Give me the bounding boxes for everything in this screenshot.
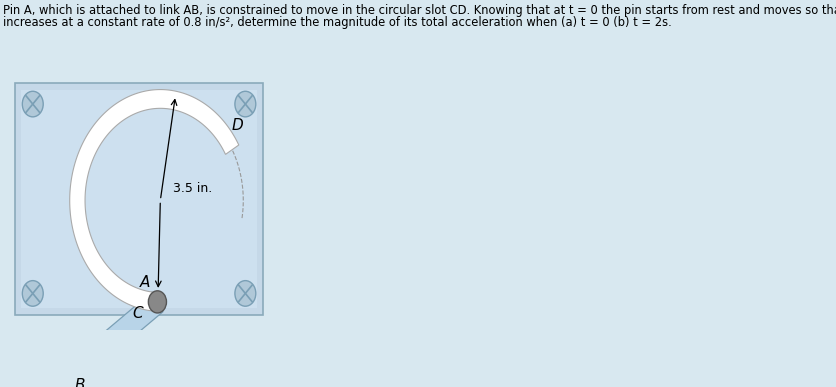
Text: A: A bbox=[140, 274, 150, 289]
Text: D: D bbox=[231, 118, 242, 133]
Text: increases at a constant rate of 0.8 in/s², determine the magnitude of its total : increases at a constant rate of 0.8 in/s… bbox=[3, 16, 671, 29]
Circle shape bbox=[235, 91, 256, 117]
Bar bbox=[21, 89, 257, 308]
Text: Pin A, which is attached to link AB, is constrained to move in the circular slot: Pin A, which is attached to link AB, is … bbox=[3, 4, 836, 17]
Text: 3.5 in.: 3.5 in. bbox=[173, 182, 212, 195]
Polygon shape bbox=[69, 89, 238, 311]
Circle shape bbox=[23, 91, 43, 117]
Circle shape bbox=[235, 281, 256, 306]
Polygon shape bbox=[60, 362, 79, 387]
Circle shape bbox=[23, 281, 43, 306]
Text: C: C bbox=[132, 306, 143, 321]
Bar bbox=[15, 83, 263, 315]
Circle shape bbox=[148, 291, 166, 313]
Text: B: B bbox=[74, 378, 85, 387]
Polygon shape bbox=[68, 292, 163, 383]
